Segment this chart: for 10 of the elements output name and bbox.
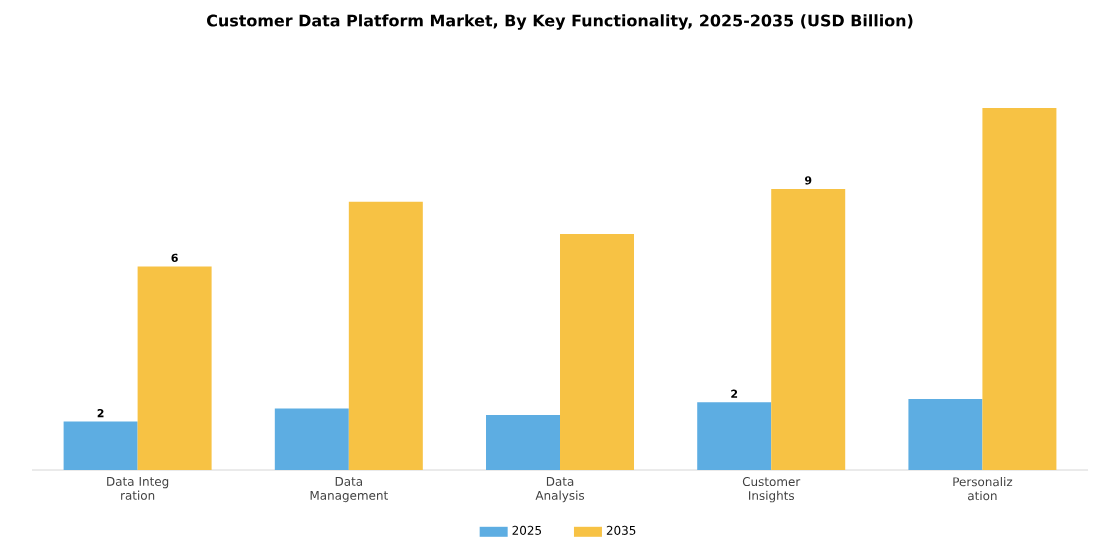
- bar: [486, 415, 561, 470]
- bar: [908, 398, 983, 470]
- bar: [348, 201, 423, 470]
- bar: [560, 234, 635, 470]
- bar: [274, 408, 349, 470]
- bar: [771, 188, 846, 470]
- bar: [982, 108, 1057, 470]
- bar: [697, 402, 772, 470]
- bar: [63, 421, 138, 470]
- bar: [137, 266, 212, 470]
